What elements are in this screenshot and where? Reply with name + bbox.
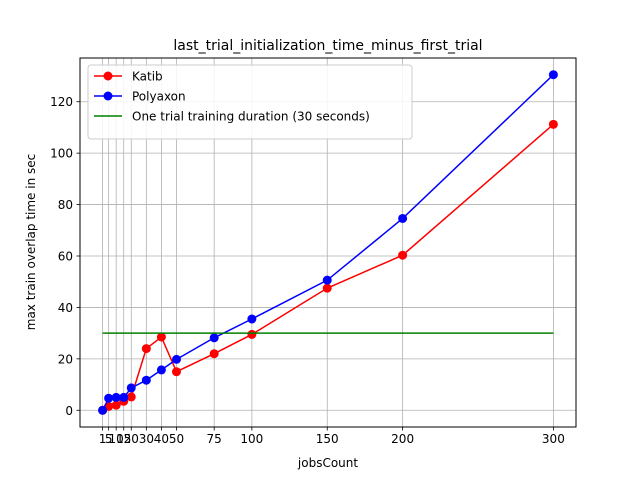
x-tick-label: 20: [124, 432, 139, 446]
x-tick-label: 30: [139, 432, 154, 446]
x-tick-label: 200: [391, 432, 414, 446]
data-point-katib: [141, 344, 151, 354]
data-point-katib: [247, 329, 257, 339]
data-point-polyaxon: [98, 405, 108, 415]
data-point-polyaxon: [322, 275, 332, 285]
legend-label: Katib: [132, 70, 163, 84]
y-tick-label: 20: [58, 352, 73, 366]
x-tick-label: 15: [116, 432, 131, 446]
y-tick-label: 120: [50, 95, 73, 109]
legend-label: Polyaxon: [132, 90, 186, 104]
y-tick-label: 40: [58, 301, 73, 315]
data-point-polyaxon: [209, 333, 219, 343]
data-point-polyaxon: [111, 392, 121, 402]
y-tick-label: 60: [58, 250, 73, 264]
data-point-katib: [126, 392, 136, 402]
data-point-polyaxon: [104, 393, 114, 403]
series-layer: [98, 70, 558, 415]
y-tick-label: 80: [58, 198, 73, 212]
chart-title: last_trial_initialization_time_minus_fir…: [173, 38, 482, 54]
x-tick-label: 75: [207, 432, 222, 446]
x-tick-label: 100: [240, 432, 263, 446]
legend-swatch-marker: [103, 91, 113, 101]
x-tick-label: 300: [542, 432, 565, 446]
data-point-polyaxon: [156, 365, 166, 375]
x-tick-label: 1: [99, 432, 107, 446]
y-tick-label: 100: [50, 147, 73, 161]
data-point-katib: [398, 250, 408, 260]
data-point-polyaxon: [247, 314, 257, 324]
data-point-polyaxon: [171, 354, 181, 364]
data-point-katib: [548, 119, 558, 129]
x-axis-label: jobsCount: [297, 456, 358, 470]
x-tick-label: 40: [154, 432, 169, 446]
data-point-polyaxon: [126, 383, 136, 393]
data-point-katib: [171, 367, 181, 377]
legend: Katib Polyaxon One trial training duration…: [87, 64, 413, 140]
data-point-katib: [209, 349, 219, 359]
legend-swatch-marker: [103, 71, 113, 81]
data-point-polyaxon: [398, 213, 408, 223]
y-axis-label: max train overlap time in sec: [24, 154, 38, 331]
data-point-polyaxon: [141, 375, 151, 385]
data-point-polyaxon: [119, 392, 129, 402]
x-tick-label: 5: [105, 432, 113, 446]
data-point-katib: [322, 283, 332, 293]
legend-box: [87, 64, 413, 140]
data-point-polyaxon: [548, 70, 558, 80]
x-tick-label: 10: [109, 432, 124, 446]
y-tick-label: 0: [65, 404, 73, 418]
plot-area-frame: [79, 57, 577, 428]
data-point-katib: [111, 400, 121, 410]
data-point-katib: [156, 332, 166, 342]
x-tick-label: 50: [169, 432, 184, 446]
x-tick-label: 150: [316, 432, 339, 446]
legend-label: One trial training duration (30 seconds): [132, 110, 370, 124]
